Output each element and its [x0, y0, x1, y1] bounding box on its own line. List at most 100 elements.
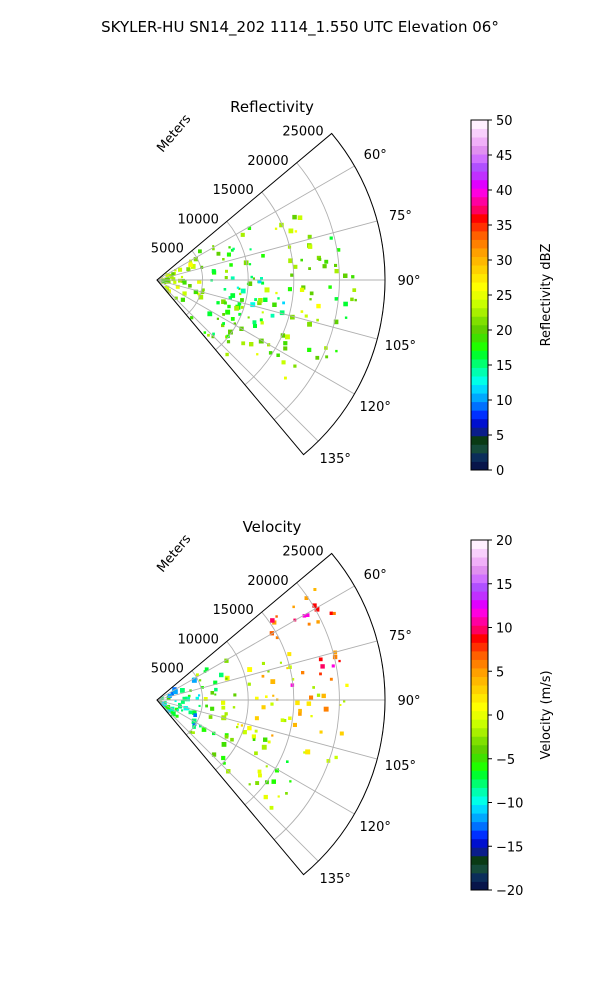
vel-field-cell — [224, 734, 229, 739]
cbar-vel-swatch — [471, 727, 488, 737]
vel-field-cell — [173, 689, 178, 694]
refl-field-cell — [193, 257, 198, 262]
refl-field-cell — [290, 314, 295, 320]
cbar-vel-swatch — [471, 881, 488, 891]
refl-field-cell — [226, 340, 231, 344]
refl-field-cell — [212, 245, 215, 248]
vel-field-cell — [176, 709, 179, 712]
refl-field-cell — [238, 287, 241, 290]
vel-field-cell — [180, 688, 185, 693]
refl-field-cell — [301, 285, 306, 290]
cbar-refl-swatch — [471, 461, 488, 471]
refl-field-cell — [343, 273, 348, 278]
vel-field-cell — [277, 795, 280, 798]
refl-field-cell — [263, 297, 268, 302]
cbar-vel-swatch — [471, 770, 488, 780]
refl-range-tick-label: 5000 — [151, 242, 184, 257]
refl-azimuth-spoke — [156, 279, 355, 395]
refl-field-cell — [343, 301, 348, 307]
cbar-refl-swatch — [471, 427, 488, 437]
refl-field-cell — [230, 317, 235, 321]
refl-field-cell — [239, 292, 242, 296]
vel-azimuth-tick-label: 120° — [360, 820, 391, 835]
vel-field-cell — [193, 713, 197, 717]
refl-field-cell — [315, 355, 320, 360]
refl-field-cell — [174, 296, 178, 300]
vel-field-cell — [213, 680, 218, 685]
refl-azimuth-tick-label: 105° — [385, 339, 416, 354]
cbar-vel-swatch — [471, 616, 488, 626]
vel-field-cell — [285, 792, 288, 795]
vel-field-cell — [261, 661, 265, 665]
velocity-panel: Velocity 5000 10000 15000 20000 25000 60° 75°… — [151, 518, 421, 887]
refl-field-cell — [228, 246, 231, 249]
refl-field-cell — [240, 232, 245, 237]
vel-field-cell — [314, 606, 320, 612]
vel-field-cell — [199, 679, 202, 682]
refl-azimuth-tick-label: 75° — [389, 209, 412, 224]
refl-field-cell — [307, 234, 312, 239]
refl-field-cell — [171, 272, 175, 276]
vel-field-cell — [192, 731, 195, 734]
refl-field-cell — [277, 297, 280, 300]
refl-field-cell — [252, 320, 257, 325]
vel-field-cell — [312, 686, 315, 689]
refl-range-ring — [215, 221, 249, 351]
vel-field-cell — [232, 706, 236, 709]
cbar-refl-swatch — [471, 341, 488, 351]
refl-field-cell — [232, 247, 235, 251]
vel-field-cell — [247, 725, 252, 731]
vel-azimuth-tick-label: 135° — [320, 872, 351, 887]
refl-range-tick-label: 25000 — [282, 124, 323, 139]
refl-field-cell — [256, 353, 259, 356]
cbar-vel-swatch — [471, 591, 488, 601]
vel-field-cell — [298, 712, 302, 716]
cbar-vel-swatch — [471, 659, 488, 669]
vel-field-cell — [261, 744, 267, 750]
velocity-range-ticks: 5000 10000 15000 20000 25000 — [151, 544, 324, 676]
refl-field-cell — [260, 321, 264, 325]
vel-range-tick-label: 25000 — [282, 544, 323, 559]
refl-field-cell — [333, 319, 339, 325]
vel-frame — [156, 552, 386, 876]
cbar-vel-swatch — [471, 753, 488, 763]
vel-field-cell — [170, 710, 173, 713]
vel-field-cell — [316, 620, 320, 624]
refl-field-cell — [222, 258, 225, 261]
refl-field-cell — [164, 285, 170, 291]
vel-field-cell — [221, 705, 226, 710]
vel-field-cell — [208, 715, 213, 719]
vel-field-cell — [302, 614, 307, 618]
refl-field-cell — [261, 254, 265, 258]
vel-field-cell — [254, 729, 258, 733]
refl-field-cell — [198, 294, 204, 300]
cbar-vel-swatch — [471, 813, 488, 823]
refl-field-cell — [174, 269, 177, 272]
refl-field-cell — [309, 298, 312, 301]
vel-azimuth-spoke — [156, 699, 355, 815]
vel-field-cell — [178, 702, 181, 706]
vel-field-cell — [247, 682, 251, 686]
refl-field-cell — [285, 334, 290, 340]
figure-title: SKYLER-HU SN14_202 1114_1.550 UTC Elevat… — [101, 18, 499, 37]
refl-field-cell — [328, 285, 332, 289]
cbar-refl-swatch — [471, 401, 488, 411]
refl-field-cell — [325, 355, 329, 359]
refl-field-cell — [238, 312, 242, 316]
refl-azimuth-tick-label: 90° — [397, 274, 420, 289]
reflectivity-range-ticks: 5000 10000 15000 20000 25000 — [151, 124, 324, 256]
refl-field-cell — [307, 347, 312, 352]
cbar-vel-swatch — [471, 693, 488, 703]
vel-field-cell — [316, 693, 321, 697]
cbar-refl-swatch — [471, 120, 488, 129]
refl-range-tick-label: 10000 — [178, 212, 219, 227]
cbar-vel-tick-label: −20 — [496, 884, 523, 899]
refl-field-cell — [197, 279, 202, 284]
refl-field-cell — [188, 284, 192, 288]
vel-field-cell — [211, 752, 217, 757]
vel-field-cell — [165, 708, 171, 713]
cbar-refl-tick-label: 5 — [496, 429, 504, 444]
cbar-refl-swatch — [471, 333, 488, 343]
vel-field-cell — [319, 730, 323, 734]
vel-field-cell — [298, 708, 302, 713]
